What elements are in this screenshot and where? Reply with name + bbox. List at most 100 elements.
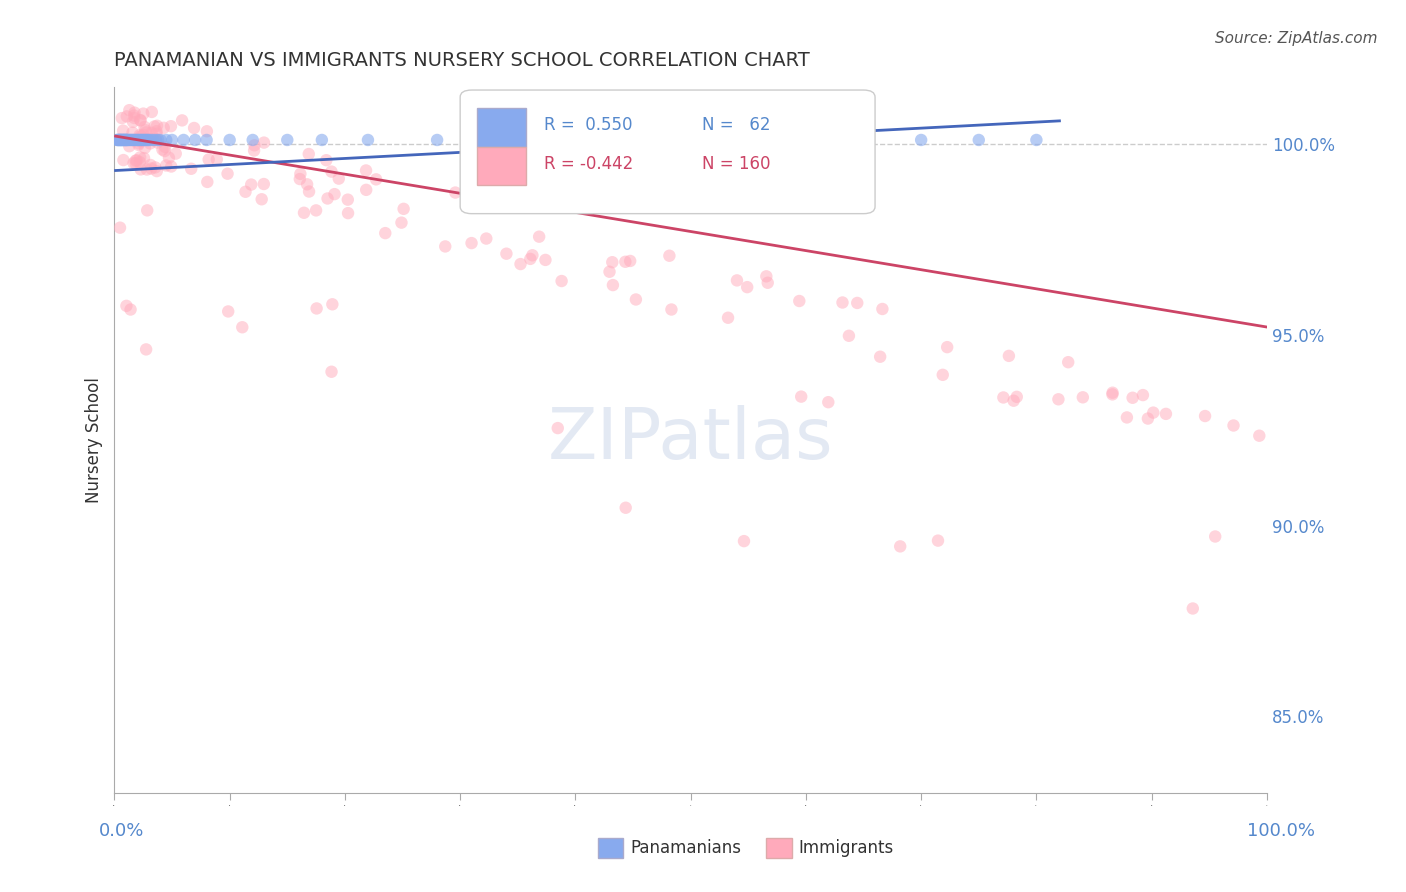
Point	[107, 133, 129, 147]
Point	[125, 153, 148, 168]
Point	[321, 365, 343, 379]
Point	[321, 164, 343, 178]
Point	[460, 236, 482, 251]
Point	[889, 540, 911, 554]
Point	[129, 129, 152, 144]
Point	[152, 143, 174, 157]
Point	[243, 138, 266, 153]
Point	[146, 164, 169, 178]
Point	[118, 103, 141, 118]
Point	[153, 140, 176, 154]
Text: R = -0.442: R = -0.442	[544, 155, 634, 173]
Point	[1071, 390, 1094, 404]
Point	[298, 147, 321, 161]
Point	[122, 156, 145, 170]
Point	[125, 156, 148, 170]
Point	[114, 133, 136, 147]
Text: Panamanians: Panamanians	[630, 839, 741, 857]
Point	[108, 133, 131, 147]
Point	[160, 119, 183, 133]
Point	[475, 231, 498, 245]
Point	[195, 133, 218, 147]
Point	[141, 104, 163, 119]
Point	[1142, 406, 1164, 420]
Point	[132, 128, 155, 142]
Point	[124, 105, 146, 120]
Point	[998, 349, 1021, 363]
Point	[135, 133, 157, 147]
Point	[111, 111, 134, 125]
Point	[756, 276, 779, 290]
Point	[129, 113, 152, 128]
Point	[108, 133, 131, 147]
Point	[1222, 418, 1244, 433]
Point	[145, 127, 167, 141]
Point	[790, 390, 813, 404]
Point	[145, 133, 167, 147]
Point	[127, 137, 149, 152]
Point	[852, 133, 875, 147]
Point	[146, 136, 169, 150]
Point	[290, 167, 312, 181]
Point	[128, 133, 150, 147]
Point	[298, 185, 321, 199]
Point	[184, 133, 207, 147]
Point	[115, 109, 138, 123]
Text: Immigrants: Immigrants	[799, 839, 894, 857]
Point	[1057, 355, 1080, 369]
Point	[183, 120, 205, 135]
Point	[846, 296, 869, 310]
Point	[993, 391, 1015, 405]
Point	[129, 134, 152, 148]
Point	[1047, 392, 1070, 407]
Point	[115, 133, 138, 147]
Point	[323, 187, 346, 202]
Point	[1122, 391, 1144, 405]
Point	[276, 133, 298, 147]
Point	[136, 133, 159, 147]
Point	[231, 320, 253, 334]
Point	[195, 124, 218, 138]
Point	[240, 178, 263, 192]
Point	[115, 299, 138, 313]
Point	[112, 123, 135, 137]
Bar	[478, 146, 526, 186]
Point	[142, 133, 165, 147]
Point	[160, 133, 183, 147]
Point	[112, 133, 135, 147]
Point	[172, 113, 194, 128]
Point	[121, 126, 143, 140]
Point	[1154, 407, 1177, 421]
Point	[550, 274, 572, 288]
Point	[141, 133, 163, 147]
Point	[108, 133, 131, 147]
Point	[295, 178, 318, 192]
Point	[129, 162, 152, 177]
Point	[444, 186, 467, 200]
Point	[602, 278, 624, 293]
Point	[141, 126, 163, 140]
Point	[735, 280, 758, 294]
Text: N =   62: N = 62	[702, 116, 770, 135]
Point	[114, 133, 136, 147]
Point	[143, 120, 166, 134]
Point	[794, 133, 817, 147]
Point	[253, 136, 276, 150]
Point	[135, 162, 157, 177]
Point	[472, 133, 495, 147]
Point	[180, 161, 202, 176]
Point	[624, 293, 647, 307]
Point	[364, 172, 387, 186]
Point	[337, 206, 360, 220]
Point	[110, 133, 132, 147]
Point	[134, 141, 156, 155]
Point	[105, 133, 128, 147]
Point	[124, 153, 146, 168]
Point	[128, 128, 150, 143]
Point	[118, 139, 141, 153]
Point	[599, 265, 621, 279]
Point	[614, 254, 637, 268]
Point	[242, 133, 264, 147]
Point	[1005, 390, 1028, 404]
Point	[725, 273, 748, 287]
